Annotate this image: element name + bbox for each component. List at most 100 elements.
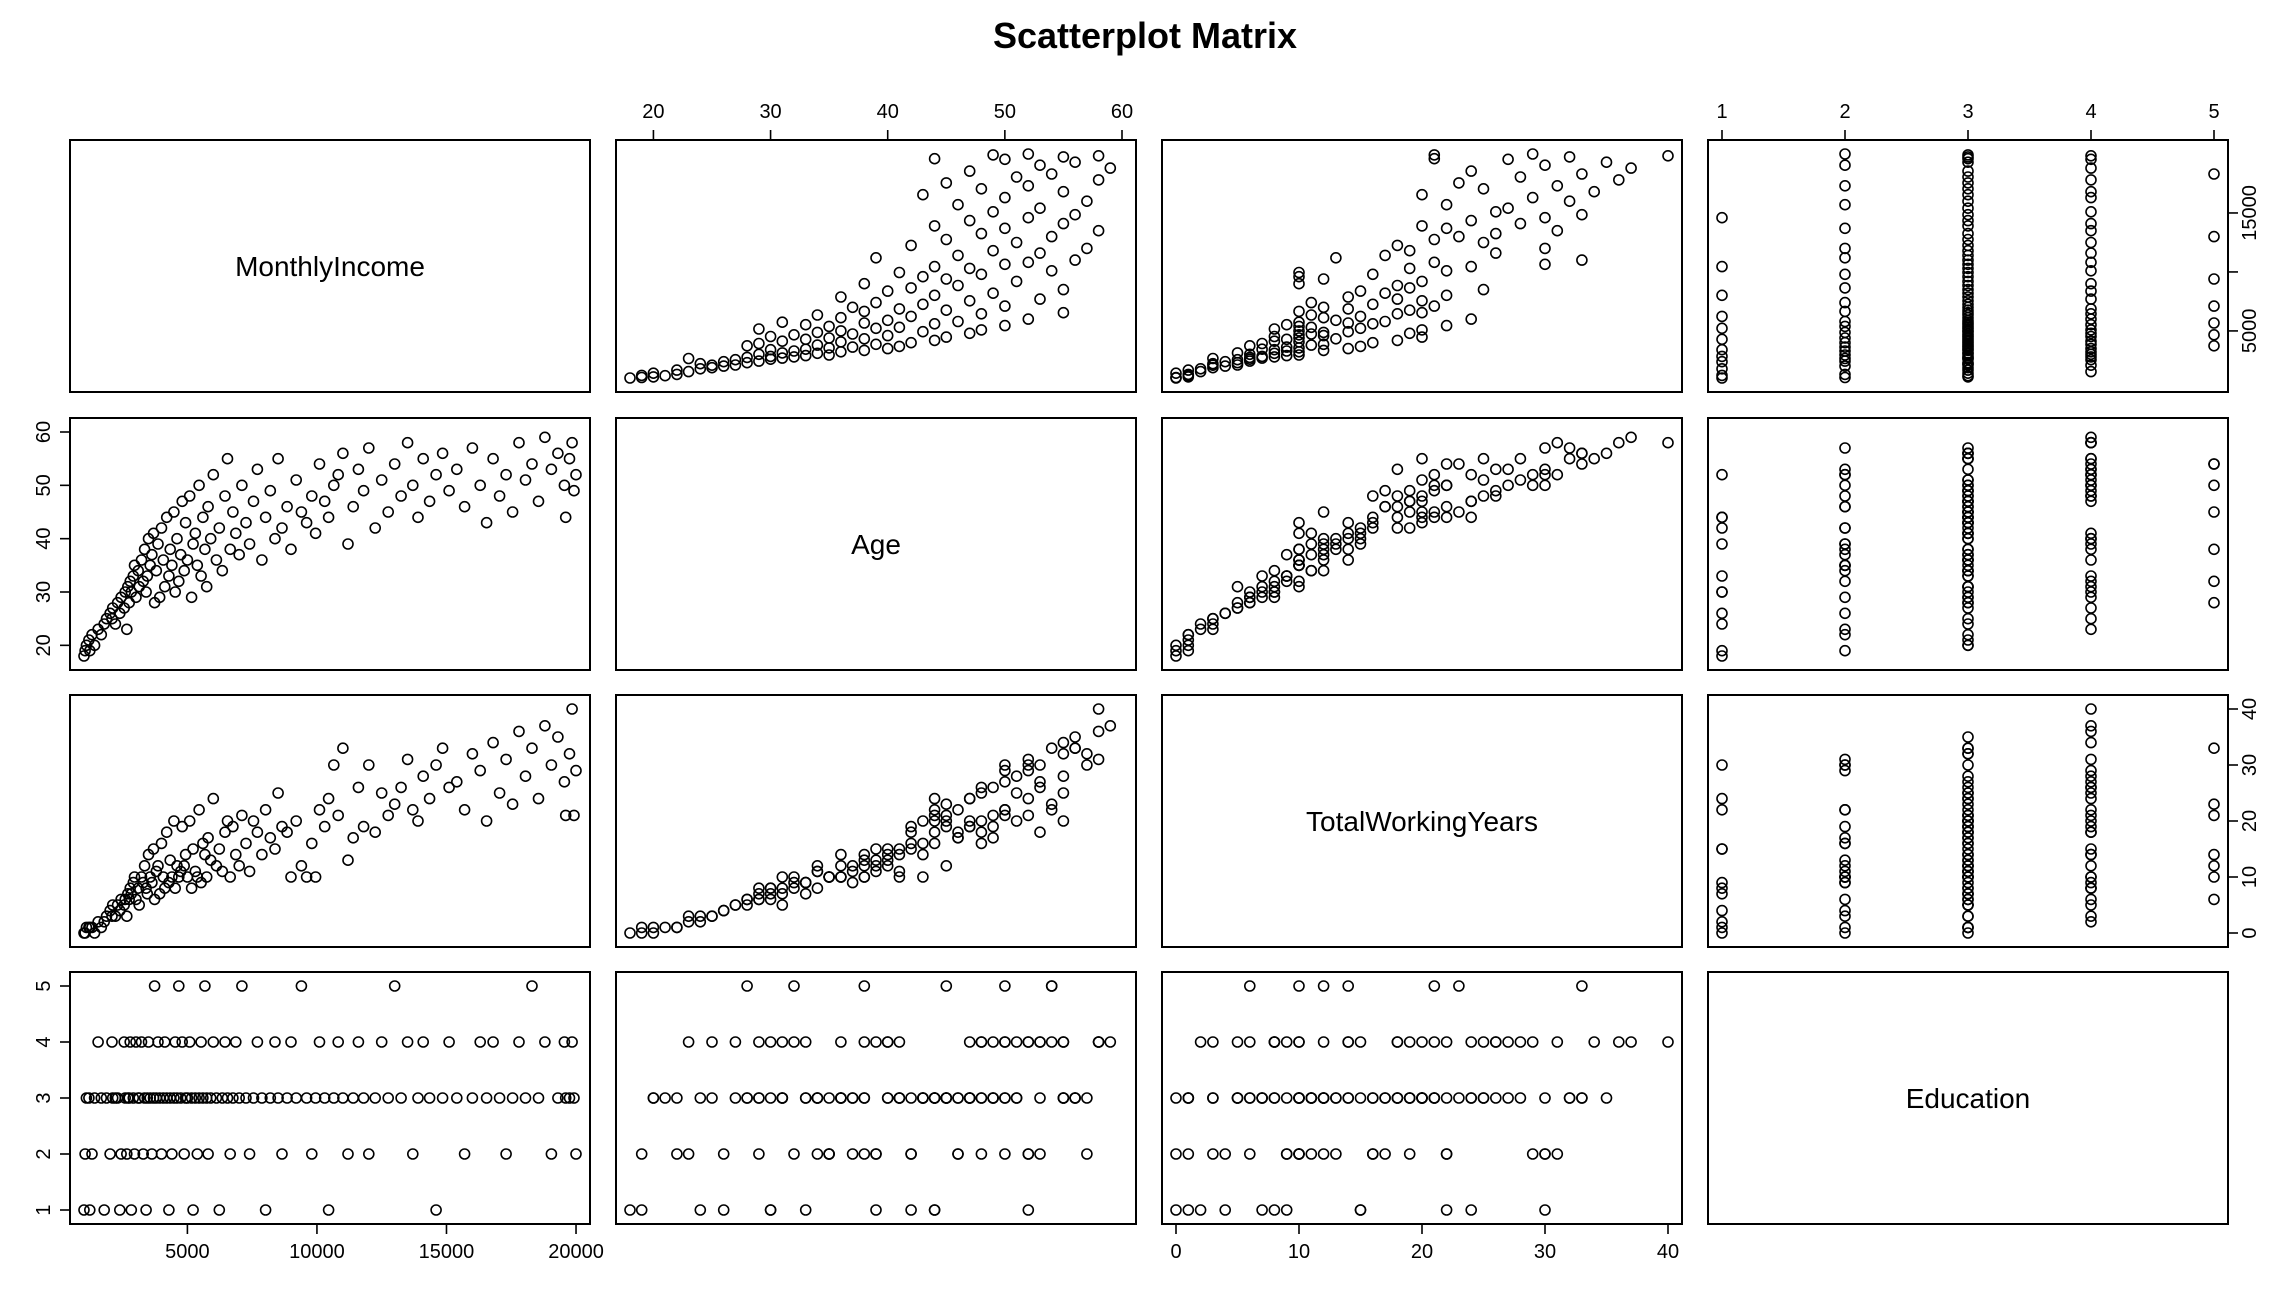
- point-Age-Education-97: [1839, 490, 1851, 502]
- point-Age-MonthlyIncome-82: [240, 516, 252, 529]
- point-Education-Age-37: [846, 1148, 859, 1160]
- point-Education-Age-128: [1057, 1036, 1070, 1048]
- point-Age-MonthlyIncome-142: [568, 484, 580, 497]
- panel-frame: [1161, 417, 1683, 671]
- point-Education-TotalWorkingYears-118: [1514, 1036, 1527, 1048]
- point-MonthlyIncome-TotalWorkingYears-81: [1428, 300, 1441, 312]
- point-TotalWorkingYears-Education-0: [1716, 927, 1728, 939]
- point-Education-Age-6: [647, 1092, 660, 1104]
- point-TotalWorkingYears-Education-99: [2085, 803, 2097, 816]
- point-MonthlyIncome-TotalWorkingYears-41: [1317, 338, 1330, 351]
- left-tick-label-Age-60: 60: [33, 421, 55, 443]
- point-Education-Age-77: [858, 1148, 871, 1160]
- point-TotalWorkingYears-Age-68: [776, 871, 789, 883]
- point-TotalWorkingYears-Age-12: [706, 910, 718, 923]
- point-Age-TotalWorkingYears-6: [1170, 639, 1182, 652]
- point-MonthlyIncome-Education-26: [1839, 349, 1851, 361]
- point-TotalWorkingYears-Education-83: [1839, 865, 1851, 878]
- point-Age-Education-33: [1716, 586, 1728, 598]
- point-Education-Age-14: [694, 1092, 707, 1104]
- point-TotalWorkingYears-Age-73: [905, 843, 917, 855]
- point-TotalWorkingYears-Education-79: [2085, 848, 2097, 861]
- point-TotalWorkingYears-MonthlyIncome-130: [500, 753, 512, 766]
- point-Age-MonthlyIncome-78: [227, 506, 239, 518]
- panel-MonthlyIncome-vs-Age: [615, 139, 1137, 393]
- point-MonthlyIncome-TotalWorkingYears-69: [1379, 315, 1391, 328]
- point-Age-MonthlyIncome-47: [163, 570, 175, 582]
- point-MonthlyIncome-Education-110: [1962, 239, 1974, 252]
- point-MonthlyIncome-Education-126: [2085, 191, 2097, 204]
- point-MonthlyIncome-TotalWorkingYears-140: [1563, 151, 1576, 163]
- point-TotalWorkingYears-Education-139: [2085, 775, 2097, 788]
- point-TotalWorkingYears-Age-138: [1069, 731, 1081, 743]
- point-Education-MonthlyIncome-73: [213, 1204, 226, 1216]
- point-MonthlyIncome-Education-142: [1962, 149, 1974, 161]
- point-TotalWorkingYears-Education-5: [1839, 921, 1851, 934]
- point-Education-MonthlyIncome-122: [443, 1036, 455, 1048]
- point-MonthlyIncome-Age-15: [741, 356, 753, 369]
- point-MonthlyIncome-Education-39: [2208, 339, 2220, 352]
- top-tick-label-Education-2: 2: [1839, 101, 1850, 123]
- point-MonthlyIncome-Education-88: [1962, 287, 1974, 300]
- point-Age-MonthlyIncome-89: [269, 532, 281, 545]
- point-Age-TotalWorkingYears-1: [1170, 644, 1182, 657]
- point-MonthlyIncome-Age-62: [893, 321, 906, 334]
- point-Education-TotalWorkingYears-42: [1256, 1092, 1268, 1104]
- point-TotalWorkingYears-Education-85: [2085, 826, 2097, 839]
- point-TotalWorkingYears-Age-20: [682, 910, 695, 923]
- point-Age-MonthlyIncome-95: [295, 506, 308, 518]
- point-Education-TotalWorkingYears-53: [1293, 980, 1305, 992]
- point-MonthlyIncome-TotalWorkingYears-11: [1219, 360, 1231, 372]
- point-Age-TotalWorkingYears-20: [1207, 623, 1219, 636]
- point-Education-Age-133: [1010, 1092, 1023, 1104]
- point-Age-TotalWorkingYears-80: [1317, 548, 1330, 561]
- point-TotalWorkingYears-Age-16: [717, 904, 730, 917]
- point-MonthlyIncome-Age-82: [917, 298, 929, 311]
- point-MonthlyIncome-Age-34: [799, 343, 812, 356]
- point-Education-MonthlyIncome-18: [118, 1036, 130, 1048]
- point-TotalWorkingYears-Age-97: [975, 837, 988, 850]
- point-Education-MonthlyIncome-82: [240, 1092, 252, 1104]
- point-Education-Age-134: [1045, 980, 1058, 992]
- point-TotalWorkingYears-MonthlyIncome-88: [264, 831, 277, 844]
- point-Education-MonthlyIncome-7: [92, 1036, 104, 1048]
- point-Education-MonthlyIncome-66: [197, 1092, 209, 1104]
- point-TotalWorkingYears-MonthlyIncome-129: [493, 787, 506, 799]
- point-Age-MonthlyIncome-32: [138, 543, 151, 556]
- point-Education-MonthlyIncome-133: [519, 1092, 532, 1104]
- point-Education-Age-9: [694, 1204, 707, 1216]
- point-MonthlyIncome-Education-5: [1839, 368, 1851, 381]
- point-MonthlyIncome-Education-37: [1839, 341, 1851, 353]
- point-Age-MonthlyIncome-92: [281, 500, 293, 513]
- point-Education-TotalWorkingYears-27: [1244, 1036, 1256, 1048]
- point-MonthlyIncome-Age-132: [1092, 174, 1105, 186]
- point-TotalWorkingYears-Education-95: [2208, 859, 2220, 872]
- left-tick-label-Education-3: 3: [33, 1092, 55, 1103]
- right-tick-label-TotalWorkingYears-20: 20: [2239, 810, 2261, 832]
- point-Education-MonthlyIncome-139: [558, 1036, 571, 1048]
- point-MonthlyIncome-Age-88: [987, 287, 999, 300]
- point-MonthlyIncome-TotalWorkingYears-56: [1317, 326, 1330, 339]
- point-Education-MonthlyIncome-111: [375, 1036, 388, 1048]
- point-MonthlyIncome-TotalWorkingYears-74: [1305, 309, 1318, 321]
- point-TotalWorkingYears-Education-137: [1839, 759, 1851, 771]
- point-Age-Education-144: [1962, 511, 1974, 524]
- point-Age-TotalWorkingYears-67: [1342, 543, 1354, 556]
- point-MonthlyIncome-TotalWorkingYears-57: [1342, 325, 1354, 338]
- point-TotalWorkingYears-Age-76: [1057, 815, 1070, 827]
- point-Education-TotalWorkingYears-33: [1268, 1204, 1281, 1216]
- point-Age-MonthlyIncome-52: [171, 532, 183, 545]
- point-Age-TotalWorkingYears-66: [1367, 511, 1379, 524]
- point-TotalWorkingYears-MonthlyIncome-62: [189, 865, 202, 878]
- point-MonthlyIncome-Age-113: [1045, 230, 1058, 243]
- point-MonthlyIncome-Age-121: [1069, 208, 1081, 221]
- point-MonthlyIncome-Education-122: [2085, 206, 2097, 218]
- point-Education-TotalWorkingYears-139: [1502, 1036, 1514, 1048]
- point-Age-TotalWorkingYears-93: [1293, 543, 1305, 556]
- point-Age-Education-0: [1716, 650, 1728, 662]
- point-Age-MonthlyIncome-42: [153, 591, 166, 604]
- point-Education-TotalWorkingYears-69: [1379, 1148, 1391, 1160]
- point-MonthlyIncome-Age-134: [1045, 168, 1058, 180]
- point-TotalWorkingYears-MonthlyIncome-143: [570, 764, 582, 777]
- point-TotalWorkingYears-Age-24: [764, 887, 777, 900]
